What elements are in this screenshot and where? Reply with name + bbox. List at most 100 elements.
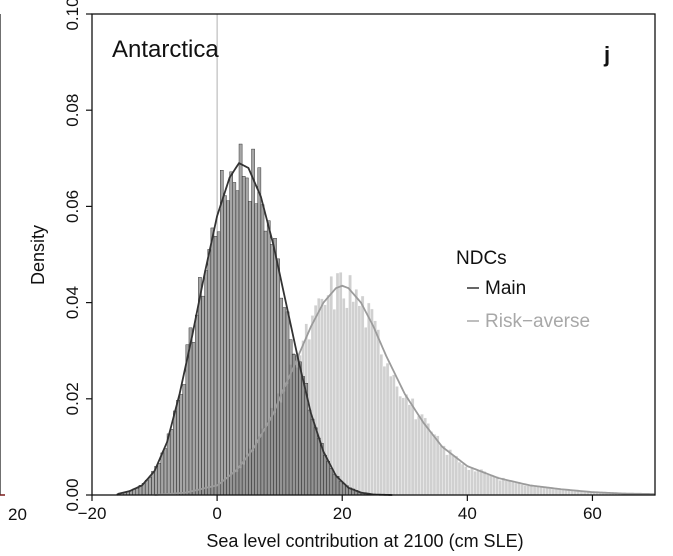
legend-entry-risk-averse: Risk−averse <box>485 311 590 332</box>
plot-frame <box>91 13 656 496</box>
histogram-bar-risk-averse <box>420 413 424 496</box>
histogram-bar-risk-averse <box>407 404 412 496</box>
histogram-bar-main <box>257 167 262 496</box>
x-tick-label: −20 <box>78 504 107 523</box>
histogram-bar-risk-averse <box>439 445 443 496</box>
histogram-bar-main <box>270 244 274 496</box>
histogram-bar-risk-averse <box>395 386 399 496</box>
histogram-bar-risk-averse <box>342 298 346 496</box>
histogram-bar-main <box>216 231 221 496</box>
histogram-bar-risk-averse <box>464 466 468 496</box>
histogram-bar-main <box>213 236 218 496</box>
histogram-bar-risk-averse <box>489 474 493 496</box>
density-curve-main <box>116 161 393 496</box>
histogram-bar-risk-averse <box>526 485 531 496</box>
y-tick-label: 0.08 <box>63 94 82 127</box>
histogram-bar-main <box>179 394 183 496</box>
histogram-bar-risk-averse <box>398 395 402 496</box>
histogram-bar-main <box>235 190 240 496</box>
histogram-bar-risk-averse <box>442 445 446 496</box>
histogram-bar-main <box>157 463 162 496</box>
histogram-bar-risk-averse <box>520 484 524 496</box>
histogram-bar-main <box>313 427 318 496</box>
histogram-bar-risk-averse <box>382 366 387 496</box>
histogram-bar-risk-averse <box>335 272 340 496</box>
histogram-bar-risk-averse <box>404 394 409 496</box>
histogram-bar-main <box>254 203 258 496</box>
chart-title: Antarctica <box>112 36 219 63</box>
y-tick-label: 0.00 <box>63 478 82 511</box>
histogram-bar-main <box>148 477 152 496</box>
panel-letter: j <box>603 42 610 67</box>
histogram-bar-risk-averse <box>410 398 415 496</box>
histogram-bar-risk-averse <box>454 455 459 496</box>
histogram-bar-main <box>307 409 312 496</box>
histogram-bar-risk-averse <box>548 488 552 496</box>
histogram-bar-main <box>323 454 327 496</box>
histogram-bar-main <box>263 230 268 496</box>
histogram-bar-risk-averse <box>417 415 421 496</box>
histogram-bar-main <box>207 249 212 496</box>
histogram-bar-risk-averse <box>445 454 449 496</box>
histogram-bar-risk-averse <box>413 418 418 496</box>
histogram-bar-risk-averse <box>485 474 490 496</box>
histogram-bar-main <box>229 171 233 496</box>
histogram-bar-main <box>332 473 337 496</box>
histogram-bar-risk-averse <box>348 274 352 496</box>
histogram-bar-risk-averse <box>479 469 484 496</box>
histogram-bar-risk-averse <box>354 289 359 496</box>
histogram-bar-risk-averse <box>448 449 452 496</box>
adjacent-panel-edge: 20 <box>0 14 27 524</box>
histogram-bar-risk-averse <box>514 482 518 496</box>
y-tick-label: 0.02 <box>63 382 82 415</box>
histogram-bar-risk-averse <box>545 487 549 496</box>
histogram-bar-risk-averse <box>423 417 427 496</box>
histogram-bar-main <box>220 170 224 496</box>
histogram-bar-main <box>173 410 177 496</box>
x-tick-label: 40 <box>458 504 477 523</box>
histogram-bar-main <box>251 148 255 496</box>
histogram-bar-main <box>238 143 243 496</box>
histogram-bar-main <box>276 258 280 496</box>
histogram-bar-main <box>310 418 315 496</box>
histogram-bar-risk-averse <box>532 486 537 496</box>
histogram-bar-risk-averse <box>360 295 365 496</box>
histogram-bar-risk-averse <box>482 471 487 496</box>
histogram-bar-risk-averse <box>551 488 556 496</box>
histogram-bar-risk-averse <box>554 488 559 496</box>
adjacent-panel-tick-label: 20 <box>8 505 27 524</box>
histogram-bar-risk-averse <box>495 476 499 496</box>
histogram-bar-main <box>316 437 321 496</box>
histogram-bar-main <box>298 361 302 496</box>
histogram-bar-main <box>273 238 277 496</box>
histogram-bar-risk-averse <box>363 327 368 496</box>
histogram-bar-main <box>191 342 196 496</box>
histogram-bar-risk-averse <box>542 487 546 496</box>
histogram-bar-main <box>338 481 343 496</box>
histogram-bar-risk-averse <box>373 320 377 496</box>
histogram-bar-main <box>223 195 227 496</box>
histogram-bar-main <box>182 384 187 496</box>
histogram-bar-risk-averse <box>426 423 430 496</box>
histogram-bar-risk-averse <box>367 302 371 496</box>
histogram-bar-main <box>160 452 165 496</box>
histogram-bar-main <box>260 204 265 496</box>
histogram-bar-risk-averse <box>539 486 543 496</box>
histogram-bar-risk-averse <box>435 435 440 496</box>
histogram-bar-risk-averse <box>523 485 527 496</box>
y-axis-label: Density <box>28 225 48 285</box>
histogram-bar-risk-averse <box>492 475 496 496</box>
histogram-bar-risk-averse <box>392 374 396 496</box>
histogram-bar-main <box>185 344 190 496</box>
histogram-bar-main <box>204 270 208 496</box>
x-axis: −20 0 20 40 60 <box>78 495 602 523</box>
histogram-bar-risk-averse <box>429 431 434 496</box>
histogram-bar-main <box>135 488 140 496</box>
x-tick-label: 60 <box>583 504 602 523</box>
histogram-bar-risk-averse <box>376 329 380 496</box>
histogram-bar-risk-averse <box>498 480 502 496</box>
histogram-bar-risk-averse <box>470 466 474 496</box>
histogram-bar-risk-averse <box>329 276 334 496</box>
histogram-bar-main <box>291 354 296 496</box>
